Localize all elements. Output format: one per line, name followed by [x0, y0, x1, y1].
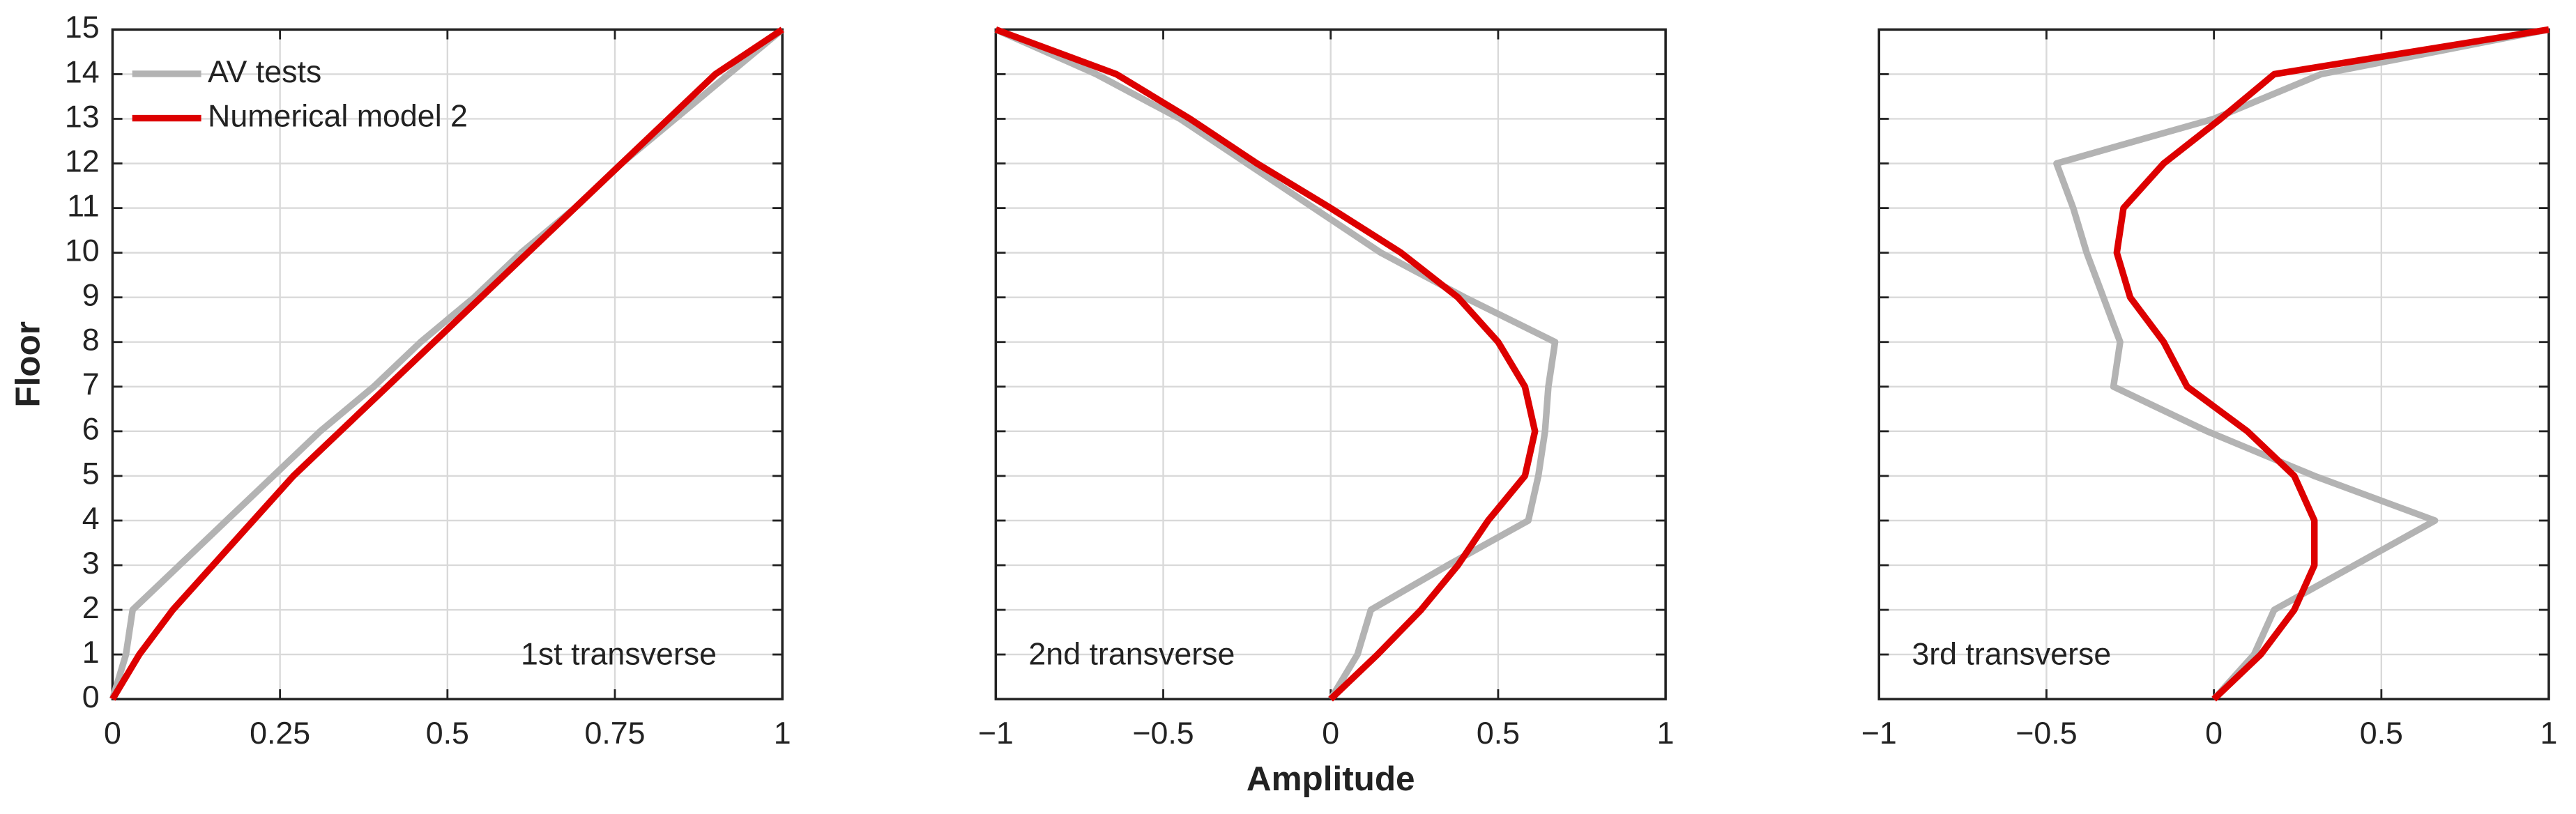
- y-tick-label: 4: [82, 501, 100, 536]
- y-tick-label: 10: [65, 233, 100, 268]
- plot-frame: [111, 28, 784, 700]
- x-tick-label: −1: [1861, 716, 1897, 751]
- x-axis-label: Amplitude: [1247, 760, 1415, 798]
- y-tick-label: 3: [82, 546, 100, 581]
- y-tick-label: 12: [65, 144, 100, 178]
- y-tick-label: 11: [67, 188, 99, 223]
- x-tick-label: 0: [1322, 716, 1339, 751]
- legend-label: AV tests: [208, 54, 321, 89]
- x-tick-label: 1: [2540, 716, 2558, 751]
- series-line: [2053, 26, 2550, 702]
- series-line: [2113, 26, 2550, 702]
- series-line: [994, 26, 1559, 701]
- y-tick-label: 5: [82, 456, 100, 491]
- series-line: [994, 26, 1539, 702]
- x-tick-label: 0.5: [426, 716, 469, 751]
- x-tick-label: −0.5: [2015, 716, 2077, 751]
- x-tick-label: 0: [2205, 716, 2223, 751]
- annotation: 3rd transverse: [1912, 637, 2111, 672]
- x-tick-label: 0: [104, 716, 121, 751]
- x-tick-label: 0.25: [250, 716, 310, 751]
- x-tick-label: 1: [1657, 716, 1675, 751]
- y-tick-label: 1: [82, 635, 100, 670]
- y-tick-label: 0: [82, 679, 100, 714]
- legend-label: Numerical model 2: [208, 98, 468, 133]
- y-tick-label: 2: [82, 590, 100, 625]
- x-tick-label: 0.75: [584, 716, 645, 751]
- x-tick-label: 1: [774, 716, 791, 751]
- y-tick-label: 9: [82, 278, 100, 313]
- y-tick-label: 8: [82, 323, 100, 358]
- y-tick-label: 6: [82, 412, 100, 447]
- x-tick-label: −1: [978, 716, 1014, 751]
- y-tick-label: 7: [82, 367, 100, 402]
- y-tick-label: 13: [65, 99, 100, 134]
- x-tick-label: 0.5: [1477, 716, 1520, 751]
- x-tick-label: −0.5: [1132, 716, 1194, 751]
- x-tick-label: 0.5: [2360, 716, 2403, 751]
- y-axis-label: Floor: [9, 321, 47, 408]
- annotation: 2nd transverse: [1028, 637, 1235, 672]
- y-tick-label: 14: [65, 54, 100, 89]
- annotation: 1st transverse: [521, 637, 717, 672]
- series-line: [109, 26, 784, 701]
- y-tick-label: 15: [65, 10, 100, 45]
